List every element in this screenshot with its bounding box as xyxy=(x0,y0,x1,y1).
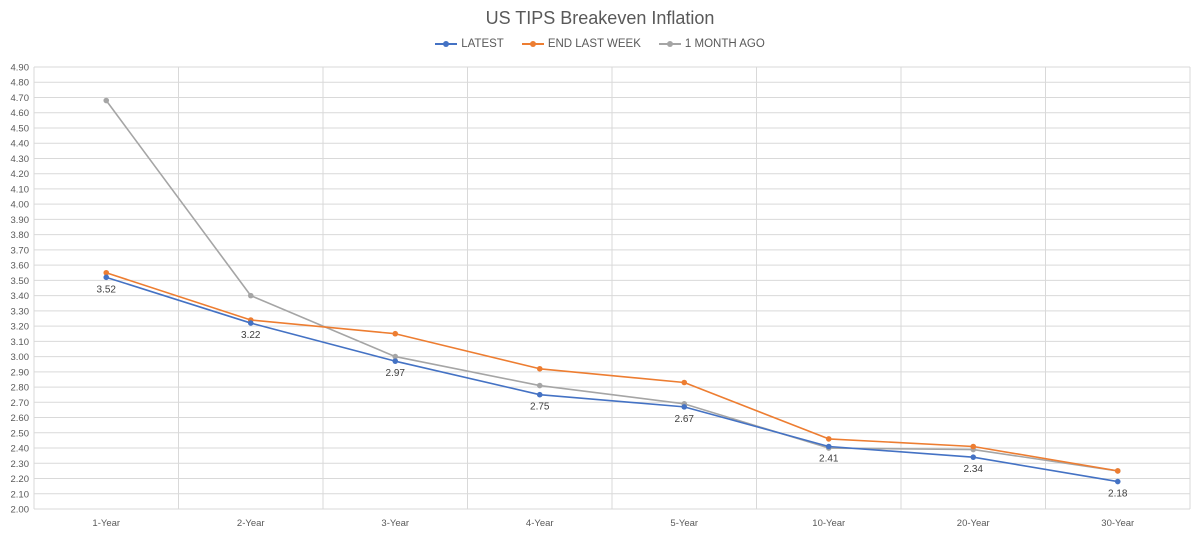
data-label-latest: 2.34 xyxy=(964,464,984,475)
y-tick-label: 2.90 xyxy=(11,367,30,378)
legend-label-1-month-ago: 1 MONTH AGO xyxy=(684,38,765,50)
data-point-end-last-week xyxy=(681,379,688,386)
data-point-1-month-ago xyxy=(536,382,543,389)
data-point-latest xyxy=(1114,478,1121,485)
data-point-end-last-week xyxy=(825,436,832,442)
data-point-latest xyxy=(825,443,832,450)
data-label-latest: 2.75 xyxy=(530,402,550,413)
data-point-latest xyxy=(681,404,688,410)
data-point-1-month-ago xyxy=(247,292,254,299)
data-point-end-last-week xyxy=(970,443,977,450)
y-tick-label: 3.00 xyxy=(11,352,30,363)
data-point-latest xyxy=(392,358,399,364)
series-line-end-last-week xyxy=(106,271,1118,472)
y-tick-label: 3.40 xyxy=(11,291,30,302)
y-tick-label: 4.20 xyxy=(11,169,30,180)
data-label-latest: 2.97 xyxy=(386,368,406,379)
y-tick-label: 4.70 xyxy=(11,93,30,104)
chart-legend: LATEST END LAST WEEK 1 MONTH AGO xyxy=(0,38,1200,50)
y-tick-label: 2.80 xyxy=(11,383,30,394)
data-point-1-month-ago xyxy=(103,97,110,104)
data-label-latest: 2.67 xyxy=(675,414,695,425)
y-tick-label: 2.00 xyxy=(11,505,30,516)
data-label-latest: 2.41 xyxy=(819,454,839,465)
x-tick-label: 1-Year xyxy=(92,518,120,529)
legend-swatch-latest xyxy=(435,39,458,49)
y-tick-label: 2.10 xyxy=(11,489,30,500)
x-tick-label: 4-Year xyxy=(526,518,554,529)
y-tick-label: 4.40 xyxy=(11,139,30,150)
y-tick-label: 4.10 xyxy=(11,184,30,195)
y-tick-label: 4.50 xyxy=(11,123,30,134)
x-tick-label: 30-Year xyxy=(1101,518,1134,529)
data-point-end-last-week xyxy=(1114,468,1121,474)
legend-item-end-last-week: END LAST WEEK xyxy=(521,38,641,50)
y-tick-label: 3.10 xyxy=(11,337,30,348)
legend-swatch-1-month-ago xyxy=(658,39,681,49)
data-point-latest xyxy=(536,391,543,398)
legend-label-latest: LATEST xyxy=(461,38,504,50)
y-tick-label: 4.80 xyxy=(11,78,30,89)
y-tick-label: 2.40 xyxy=(11,444,30,455)
data-point-end-last-week xyxy=(536,365,543,372)
y-tick-label: 2.50 xyxy=(11,428,30,439)
data-point-latest xyxy=(247,320,254,326)
chart-title: US TIPS Breakeven Inflation xyxy=(485,8,715,28)
x-tick-label: 10-Year xyxy=(812,518,845,529)
y-tick-label: 4.60 xyxy=(11,108,30,119)
y-tick-label: 3.90 xyxy=(11,215,30,226)
data-label-latest: 3.22 xyxy=(241,330,261,341)
y-tick-label: 3.50 xyxy=(11,276,30,287)
x-tick-label: 20-Year xyxy=(957,518,990,529)
y-tick-label: 2.60 xyxy=(11,413,30,424)
y-tick-label: 3.20 xyxy=(11,322,30,333)
data-label-latest: 2.18 xyxy=(1108,489,1128,500)
y-tick-label: 4.90 xyxy=(11,63,30,74)
y-tick-label: 3.30 xyxy=(11,306,30,317)
y-tick-label: 3.60 xyxy=(11,261,30,272)
x-tick-label: 5-Year xyxy=(670,518,698,529)
y-tick-label: 3.80 xyxy=(11,230,30,241)
series-line-1-month-ago xyxy=(105,100,1118,472)
x-tick-label: 2-Year xyxy=(237,518,265,529)
y-tick-label: 2.30 xyxy=(11,459,30,470)
y-tick-label: 4.30 xyxy=(11,154,30,165)
data-point-end-last-week xyxy=(392,330,399,337)
data-label-latest: 3.52 xyxy=(97,284,117,295)
data-point-latest xyxy=(970,454,977,460)
y-tick-label: 2.70 xyxy=(11,398,30,409)
legend-label-end-last-week: END LAST WEEK xyxy=(547,38,641,50)
legend-item-latest: LATEST xyxy=(435,38,504,50)
data-point-1-month-ago xyxy=(392,353,399,360)
data-point-latest xyxy=(103,274,110,281)
legend-swatch-end-last-week xyxy=(521,39,544,49)
y-tick-label: 4.00 xyxy=(11,200,30,211)
y-tick-label: 2.20 xyxy=(11,474,30,485)
data-point-end-last-week xyxy=(103,269,110,276)
y-tick-label: 3.70 xyxy=(11,245,30,256)
legend-item-1-month-ago: 1 MONTH AGO xyxy=(658,38,765,50)
x-tick-label: 3-Year xyxy=(381,518,409,529)
series-line-latest xyxy=(106,276,1118,483)
